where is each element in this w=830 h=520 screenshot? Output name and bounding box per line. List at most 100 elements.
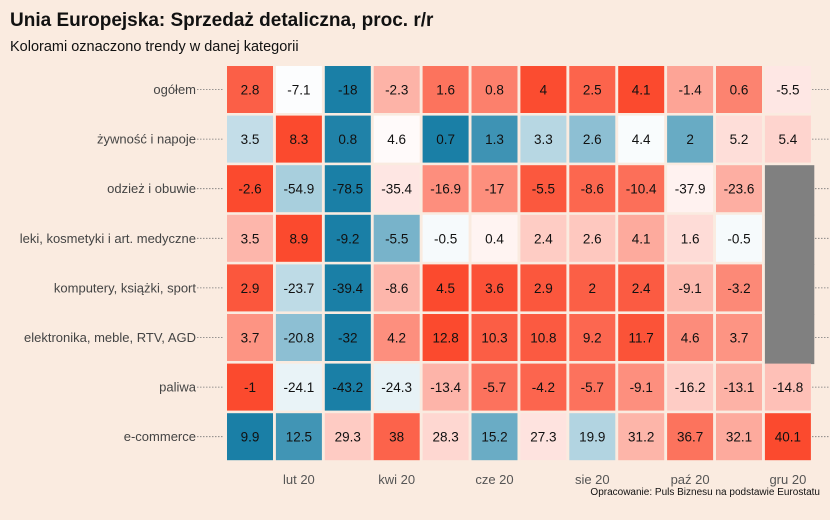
cell-value-label: -24.3 bbox=[381, 380, 412, 395]
heatmap-cell bbox=[275, 264, 322, 312]
heatmap-cell bbox=[667, 314, 714, 361]
heatmap-cell bbox=[520, 165, 567, 213]
heatmap-cell bbox=[275, 363, 322, 411]
cell-value-label: -5.5 bbox=[532, 182, 555, 197]
cell-value-label: -35.4 bbox=[381, 182, 412, 197]
heatmap-cell bbox=[373, 363, 420, 411]
heatmap-cell bbox=[422, 363, 469, 411]
cell-value-label: 2 bbox=[589, 281, 597, 296]
heatmap-cell bbox=[275, 165, 322, 213]
cell-value-label: 0.4 bbox=[485, 231, 504, 246]
heatmap-cell bbox=[667, 363, 714, 411]
cell-value-label: -5.5 bbox=[385, 231, 408, 246]
row-label: komputery, książki, sport bbox=[54, 280, 196, 295]
cell-value-label: -43.2 bbox=[332, 380, 363, 395]
heatmap-cell bbox=[569, 214, 616, 262]
cell-value-label: -8.6 bbox=[581, 182, 604, 197]
chart-title: Unia Europejska: Sprzedaż detaliczna, pr… bbox=[10, 10, 434, 31]
heatmap-cell bbox=[520, 214, 567, 262]
cell-value-label: 4.1 bbox=[632, 83, 651, 98]
cell-value-label: 32.1 bbox=[726, 430, 752, 445]
heatmap-cell bbox=[373, 264, 420, 312]
heatmap-cell bbox=[667, 165, 714, 213]
cell-value-label: 2.6 bbox=[583, 132, 602, 147]
heatmap-cell bbox=[227, 214, 273, 262]
heatmap-cell bbox=[520, 66, 567, 113]
heatmap-cell bbox=[275, 115, 322, 163]
cell-value-label: 4.6 bbox=[387, 132, 406, 147]
row-label: leki, kosmetyki i art. medyczne bbox=[20, 231, 196, 246]
cell-value-label: 36.7 bbox=[677, 430, 703, 445]
heatmap-cell bbox=[667, 115, 714, 163]
row-label: żywność i napoje bbox=[97, 132, 196, 147]
heatmap-cell bbox=[667, 66, 714, 113]
cell-value-label: -13.1 bbox=[724, 380, 755, 395]
heatmap-cell bbox=[373, 413, 420, 461]
cell-value-label: -9.1 bbox=[678, 281, 701, 296]
heatmap-cell bbox=[716, 165, 762, 213]
cell-value-label: 4.5 bbox=[436, 281, 455, 296]
heatmap-cell bbox=[618, 66, 665, 113]
heatmap-cell bbox=[520, 115, 567, 163]
cell-value-label: -4.2 bbox=[532, 380, 555, 395]
heatmap-cell bbox=[324, 363, 371, 411]
cell-value-label: 3.7 bbox=[730, 331, 749, 346]
heatmap-cell bbox=[471, 214, 518, 262]
heatmap-cell bbox=[764, 314, 815, 365]
cell-value-label: 40.1 bbox=[775, 430, 801, 445]
cell-value-label: -13.4 bbox=[430, 380, 461, 395]
heatmap-cell bbox=[716, 413, 762, 461]
cell-value-label: -9.1 bbox=[630, 380, 653, 395]
cell-value-label: 12.8 bbox=[432, 331, 458, 346]
heatmap-cell bbox=[422, 314, 469, 361]
cell-value-label: 19.9 bbox=[579, 430, 605, 445]
cell-value-label: -10.4 bbox=[626, 182, 657, 197]
cell-value-label: 10.3 bbox=[481, 331, 507, 346]
cell-value-label: 1.3 bbox=[485, 132, 504, 147]
cell-value-label: 31.2 bbox=[628, 430, 654, 445]
heatmap-cell bbox=[471, 165, 518, 213]
heatmap-cell bbox=[227, 66, 273, 113]
heatmap-cell bbox=[324, 115, 371, 163]
heatmap-cell bbox=[569, 413, 616, 461]
cell-value-label: 27.3 bbox=[530, 430, 556, 445]
x-tick-label: lut 20 bbox=[283, 472, 315, 487]
heatmap-cell bbox=[227, 413, 273, 461]
heatmap-cell bbox=[520, 363, 567, 411]
heatmap-cell bbox=[618, 363, 665, 411]
cell-value-label: 0.6 bbox=[730, 83, 749, 98]
cell-value-label: -78.5 bbox=[332, 182, 363, 197]
heatmap-cell bbox=[422, 115, 469, 163]
cell-value-label: 28.3 bbox=[432, 430, 458, 445]
cell-value-label: 4.1 bbox=[632, 231, 651, 246]
x-tick-label: cze 20 bbox=[475, 472, 513, 487]
heatmap-cell bbox=[618, 264, 665, 312]
cell-value-label: 2.9 bbox=[534, 281, 553, 296]
heatmap-cell bbox=[569, 165, 616, 213]
x-tick-label: gru 20 bbox=[769, 472, 806, 487]
cell-value-label: -3.2 bbox=[727, 281, 750, 296]
cell-value-label: -24.1 bbox=[284, 380, 315, 395]
heatmap-cell bbox=[324, 66, 371, 113]
heatmap-cell bbox=[324, 214, 371, 262]
heatmap-cell bbox=[227, 165, 273, 213]
cell-value-label: 4.6 bbox=[681, 331, 700, 346]
cell-value-label: -5.5 bbox=[776, 83, 799, 98]
cell-value-label: -0.5 bbox=[434, 231, 457, 246]
row-label: odzież i obuwie bbox=[107, 181, 196, 196]
cell-value-label: 5.4 bbox=[779, 132, 798, 147]
heatmap-cell bbox=[373, 314, 420, 361]
cell-value-label: -9.2 bbox=[336, 231, 359, 246]
heatmap-cell bbox=[618, 165, 665, 213]
cell-value-label: 3.5 bbox=[241, 132, 260, 147]
heatmap-cell bbox=[716, 363, 762, 411]
heatmap-cell bbox=[275, 66, 322, 113]
heatmap-cell bbox=[618, 413, 665, 461]
heatmap-cell bbox=[569, 264, 616, 312]
cell-value-label: -1.4 bbox=[678, 83, 702, 98]
cell-value-label: 2.4 bbox=[632, 281, 651, 296]
heatmap-cell bbox=[275, 413, 322, 461]
heatmap-cell bbox=[520, 314, 567, 361]
cell-value-label: -17 bbox=[485, 182, 505, 197]
row-label: paliwa bbox=[159, 380, 197, 395]
